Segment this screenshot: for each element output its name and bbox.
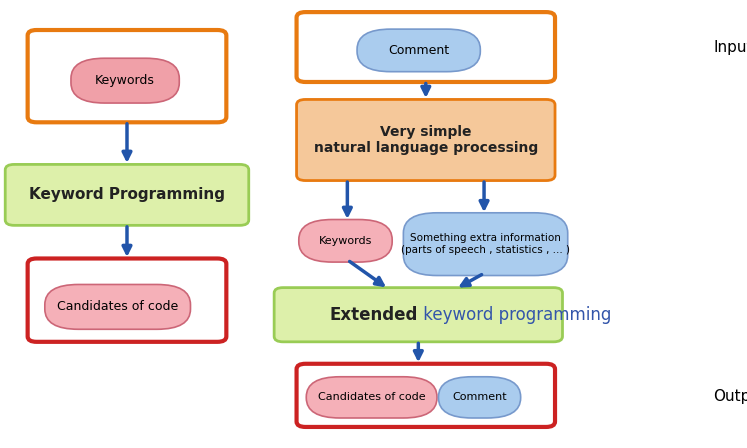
FancyBboxPatch shape [403, 213, 568, 276]
FancyBboxPatch shape [28, 258, 226, 342]
Text: Extended: Extended [330, 306, 418, 324]
Text: Comment: Comment [452, 392, 507, 402]
FancyBboxPatch shape [5, 164, 249, 225]
FancyBboxPatch shape [306, 377, 437, 418]
FancyBboxPatch shape [357, 29, 480, 72]
Text: Keyword Programming: Keyword Programming [29, 187, 225, 202]
FancyBboxPatch shape [28, 30, 226, 122]
Text: Candidates of code: Candidates of code [57, 300, 179, 314]
FancyBboxPatch shape [297, 12, 555, 82]
FancyBboxPatch shape [45, 284, 190, 329]
FancyBboxPatch shape [297, 99, 555, 181]
Text: keyword programming: keyword programming [418, 306, 612, 324]
Text: Something extra information
(parts of speech , statistics , ... ): Something extra information (parts of sp… [401, 233, 570, 255]
FancyBboxPatch shape [71, 58, 179, 103]
Text: Very simple
natural language processing: Very simple natural language processing [314, 125, 538, 155]
FancyBboxPatch shape [438, 377, 521, 418]
Text: Keywords: Keywords [319, 236, 372, 246]
Text: Keywords: Keywords [95, 74, 155, 87]
FancyBboxPatch shape [274, 288, 562, 342]
Text: Candidates of code: Candidates of code [317, 392, 426, 402]
Text: Input: Input [713, 39, 747, 55]
Text: Comment: Comment [388, 44, 449, 57]
Text: Output: Output [713, 389, 747, 404]
FancyBboxPatch shape [297, 364, 555, 427]
FancyBboxPatch shape [299, 220, 392, 262]
